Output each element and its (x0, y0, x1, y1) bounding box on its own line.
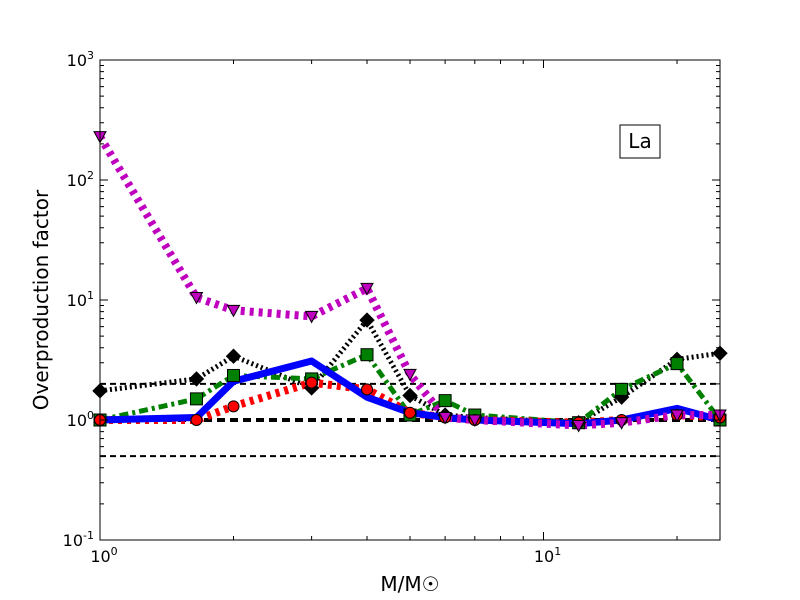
y-tick-label: 102 (67, 169, 94, 190)
y-tick-label: 103 (67, 49, 94, 70)
x-tick-label: 101 (534, 545, 561, 566)
y-axis-label: Overproduction factor (29, 189, 53, 410)
data-point (304, 310, 319, 324)
data-point (190, 414, 203, 426)
data-point (404, 406, 416, 419)
annotation-box: La (619, 124, 661, 159)
data-point (188, 371, 205, 387)
x-tick-label: 100 (90, 545, 117, 566)
series-line (100, 134, 720, 430)
data-point (360, 348, 374, 362)
data-point (360, 282, 374, 296)
plot-background (100, 60, 720, 540)
data-point (225, 348, 242, 364)
data-point (438, 411, 452, 425)
annotation-label: La (628, 129, 651, 153)
data-point (438, 394, 452, 408)
data-point (227, 400, 240, 413)
data-point (189, 392, 203, 406)
axis-ticks (99, 59, 720, 541)
reference-lines (100, 382, 720, 458)
data-point (227, 368, 241, 382)
data-point (361, 383, 374, 396)
x-axis-label: M/M☉ (380, 572, 439, 596)
data-point (305, 376, 318, 389)
y-tick-label: 10-1 (63, 529, 94, 550)
data-point (615, 382, 629, 396)
data-point (189, 291, 204, 305)
data-point (359, 312, 375, 328)
data-point (403, 368, 417, 382)
data-point (467, 414, 482, 428)
y-tick-label: 100 (67, 409, 94, 430)
data-point (226, 304, 241, 318)
data-point (614, 417, 629, 430)
data-point (402, 387, 418, 404)
data-point (571, 419, 586, 433)
data-point (670, 357, 684, 371)
series-markers (92, 131, 728, 433)
data-point (670, 409, 684, 423)
y-tick-label: 101 (67, 289, 94, 310)
